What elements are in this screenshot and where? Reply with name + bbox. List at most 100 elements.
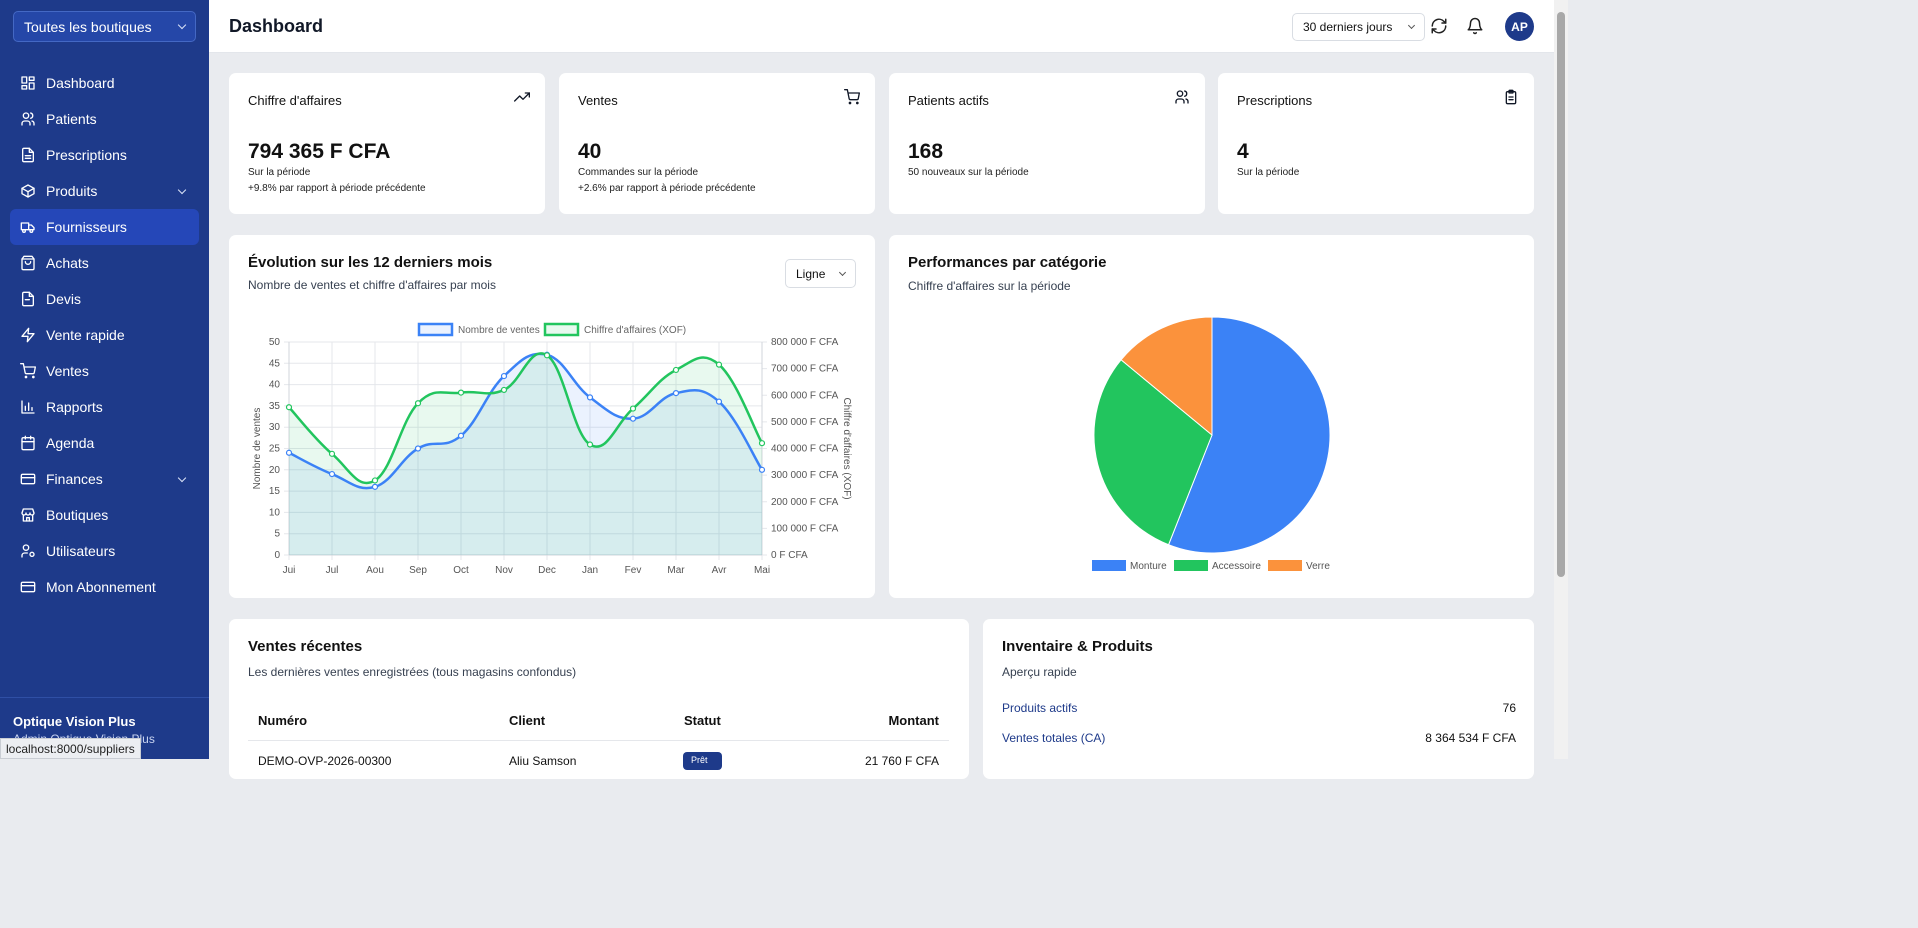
cart-icon [844,89,860,105]
stat-subtext: 50 nouveaux sur la période [908,167,1029,178]
inventory-subtitle: Aperçu rapide [1002,665,1077,679]
sidebar-item-mon-abonnement[interactable]: Mon Abonnement [10,569,199,605]
legend-label: Monture [1130,561,1167,572]
sidebar-item-label: Fournisseurs [46,219,127,235]
data-point [758,466,766,473]
sidebar-item-agenda[interactable]: Agenda [10,425,199,461]
store-select-value: Toutes les boutiques [24,18,152,35]
x-tick-label: Avr [712,565,727,576]
users-icon [20,111,36,127]
x-tick-label: Aou [366,565,384,576]
sale-amount: 21 760 F CFA [864,754,939,768]
chart-type-select[interactable]: Ligne [785,259,856,288]
inventory-label[interactable]: Produits actifs [1002,701,1078,715]
col-client: Client [509,713,546,728]
data-point [715,361,723,368]
chevron-down-icon [1407,21,1416,30]
line-chart: 0 5 10 15 20 25 30 35 40 45 50 0 F CFA 100 000 F CFA… [252,322,852,576]
avatar[interactable]: AP [1505,12,1534,41]
y2-tick-label: 500 000 F CFA [771,417,839,428]
stat-card: Prescriptions 4 Sur la période [1218,73,1534,214]
x-tick-label: Mar [667,565,685,576]
x-tick-label: Nov [495,565,513,576]
performance-subtitle: Chiffre d'affaires sur la période [908,279,1071,293]
sidebar-item-label: Boutiques [46,507,109,523]
y-tick-label: 0 [274,550,280,561]
sidebar-item-devis[interactable]: Devis [10,281,199,317]
data-point [328,470,336,478]
scrollbar-thumb[interactable] [1557,12,1565,577]
chevron-down-icon[interactable] [177,185,187,194]
data-point [629,405,637,412]
y-tick-label: 10 [269,507,281,518]
y2-tick-label: 800 000 F CFA [771,337,839,348]
series-area [289,353,762,555]
stat-title: Prescriptions [1237,93,1313,108]
stat-subtext: Sur la période [248,167,311,178]
x-tick-label: Jui [283,565,296,576]
trending-up-icon [514,89,530,105]
data-point [672,366,680,374]
x-tick-label: Mai [754,565,770,576]
col-numero: Numéro [258,713,308,728]
inventory-label[interactable]: Ventes totales (CA) [1002,731,1106,745]
sidebar-item-prescriptions[interactable]: Prescriptions [10,137,199,173]
data-point [285,404,293,411]
stat-value: 40 [578,140,602,163]
sidebar-item-label: Agenda [46,435,95,451]
series-area [289,353,762,555]
sidebar-item-produits[interactable]: Produits [10,173,199,209]
sidebar-item-utilisateurs[interactable]: Utilisateurs [10,533,199,569]
scrollbar[interactable] [1554,0,1568,759]
data-point [629,415,637,422]
sidebar-item-achats[interactable]: Achats [10,245,199,281]
sidebar-item-fournisseurs[interactable]: Fournisseurs [10,209,199,245]
x-tick-label: Jul [326,565,339,576]
chevron-down-icon[interactable] [177,473,187,482]
data-point [586,441,594,448]
stat-card: Ventes 40 Commandes sur la période +2.6% pa… [559,73,875,214]
col-statut: Statut [684,713,721,728]
sidebar-item-label: Rapports [46,399,103,415]
dashboard-icon [20,75,36,91]
stat-change: +2.6% par rapport à période précédente [578,183,756,194]
y-tick-label: 30 [269,422,281,433]
page-title: Dashboard [229,16,324,36]
y-tick-label: 40 [269,380,281,391]
evolution-title: Évolution sur les 12 derniers mois [248,254,493,271]
performance-title: Performances par catégorie [908,254,1107,271]
data-point [414,445,422,452]
stat-title: Patients actifs [908,93,989,108]
legend-label: Verre [1306,561,1330,572]
period-select[interactable]: 30 derniers jours [1292,13,1425,41]
sidebar-item-finances[interactable]: Finances [10,461,199,497]
sidebar-item-boutiques[interactable]: Boutiques [10,497,199,533]
y-tick-label: 50 [269,337,281,348]
table-row[interactable]: DEMO-OVP-2026-00300 Aliu Samson Prêt 21 … [248,742,949,772]
y-axis-label: Nombre de ventes [252,408,263,490]
sidebar-item-ventes[interactable]: Ventes [10,353,199,389]
inventory-value: 76 [1502,701,1516,715]
inventory-title: Inventaire & Produits [1002,638,1153,655]
sidebar-item-patients[interactable]: Patients [10,101,199,137]
sale-client: Aliu Samson [509,754,577,768]
bell-icon[interactable] [1466,17,1484,35]
y-tick-label: 20 [269,465,281,476]
x-tick-label: Fev [625,565,642,576]
recent-sales-subtitle: Les dernières ventes enregistrées (tous … [248,665,577,679]
sidebar-item-label: Utilisateurs [46,543,116,559]
sidebar-item-vente-rapide[interactable]: Vente rapide [10,317,199,353]
bar-chart-icon [20,399,36,415]
sidebar-item-rapports[interactable]: Rapports [10,389,199,425]
sidebar-item-label: Finances [46,471,103,487]
sidebar-item-dashboard[interactable]: Dashboard [10,65,199,101]
file-icon [20,291,36,307]
refresh-icon[interactable] [1430,17,1448,35]
store-select[interactable]: Toutes les boutiques [13,11,196,42]
data-point [758,440,766,447]
y2-axis-label: Chiffre d'affaires (XOF) [841,397,852,499]
store-icon [20,507,36,523]
legend-label: Nombre de ventes [458,325,540,336]
data-point [457,389,465,396]
x-tick-label: Dec [538,565,556,576]
